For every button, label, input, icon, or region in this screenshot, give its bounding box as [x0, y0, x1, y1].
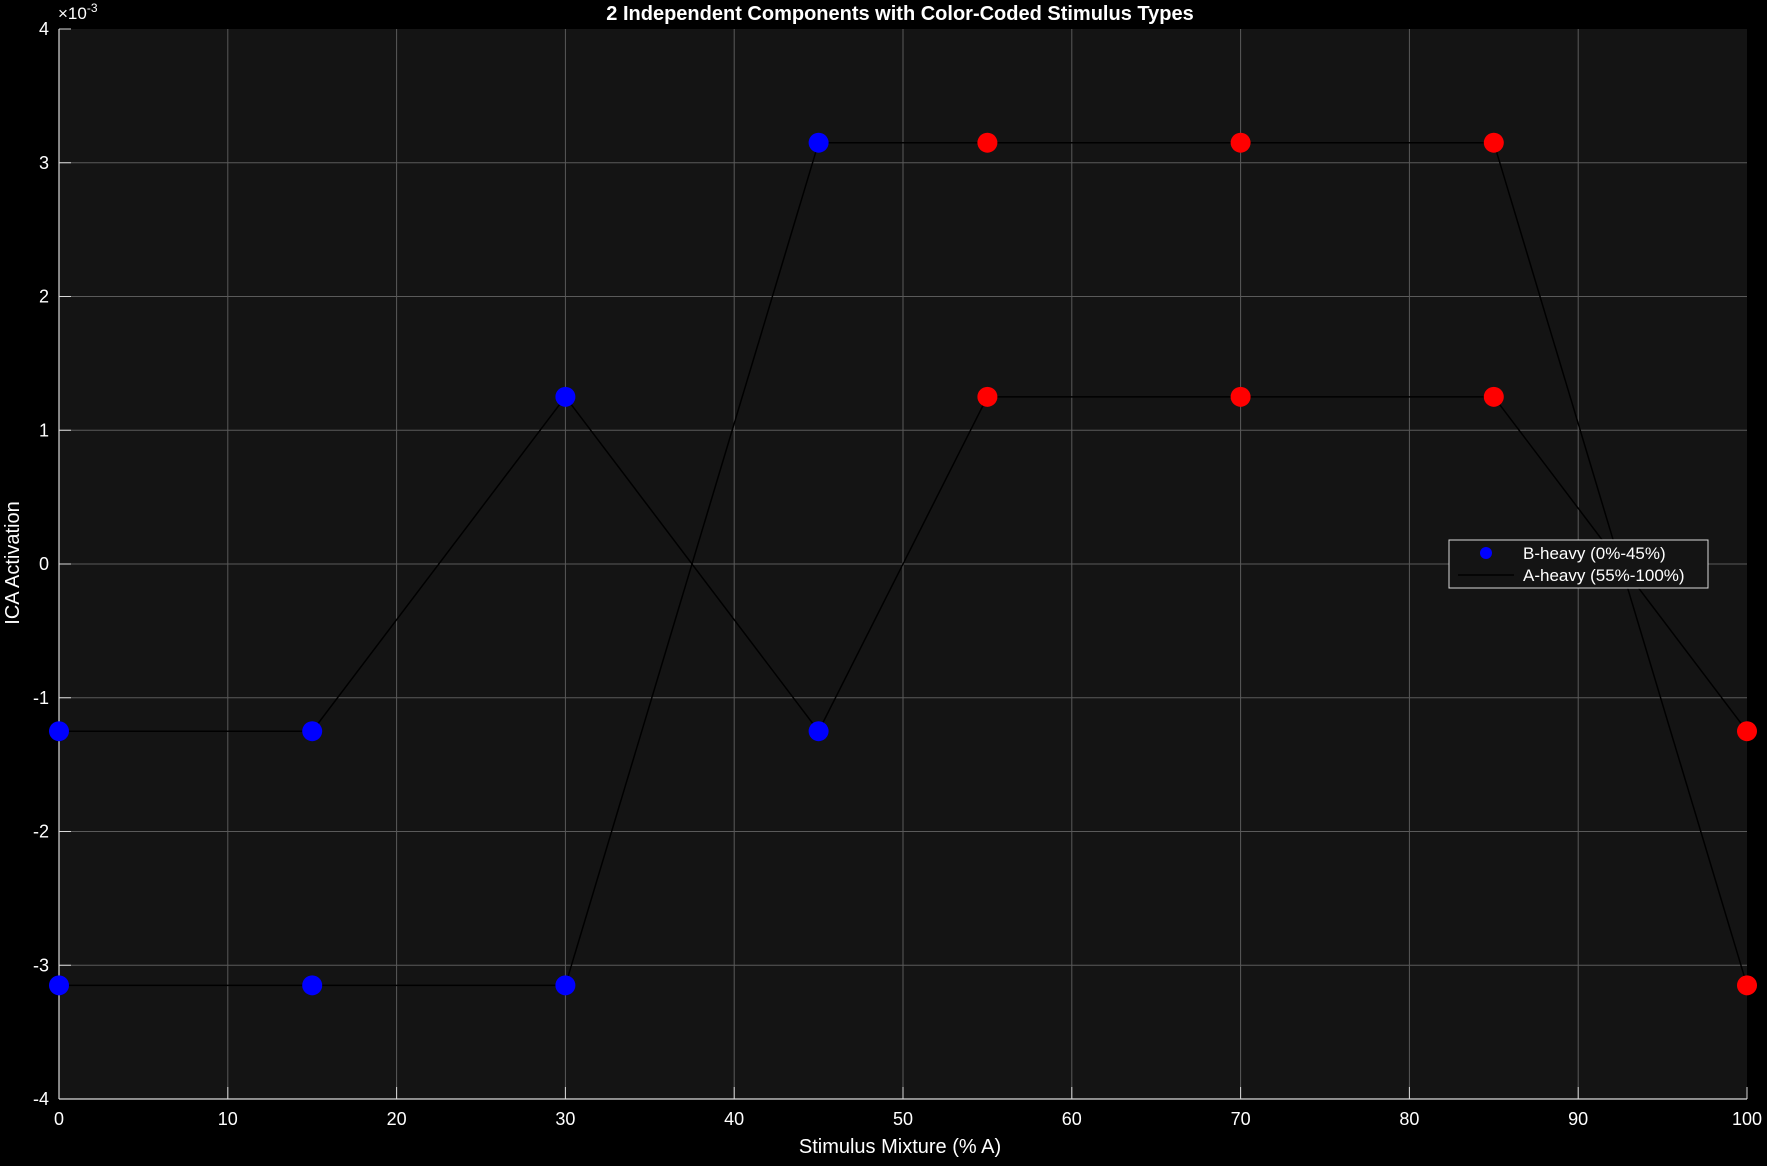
- data-point-a-heavy: [1230, 132, 1251, 153]
- data-point-b-heavy: [555, 386, 576, 407]
- legend-marker-b-heavy: [1480, 547, 1492, 559]
- grid-layer: [59, 29, 1747, 1099]
- y-tick-label: 4: [39, 19, 49, 39]
- legend-label-b-heavy: B-heavy (0%-45%): [1523, 544, 1666, 563]
- y-tick-label: -2: [33, 822, 49, 842]
- y-axis-exponent-power: -3: [87, 1, 98, 15]
- series-line-2: [59, 141, 1748, 987]
- x-tick-label: 90: [1568, 1109, 1588, 1129]
- data-point-b-heavy: [302, 721, 323, 742]
- data-point-a-heavy: [977, 386, 998, 407]
- data-point-b-heavy: [49, 975, 69, 996]
- data-point-a-heavy: [1483, 132, 1504, 153]
- x-tick-label: 10: [218, 1109, 238, 1129]
- legend-label-a-heavy: A-heavy (55%-100%): [1523, 566, 1685, 585]
- y-axis-exponent: ×10-3: [58, 1, 98, 23]
- data-point-a-heavy: [1737, 975, 1757, 996]
- x-tick-label: 40: [724, 1109, 744, 1129]
- x-axis-label: Stimulus Mixture (% A): [799, 1136, 1001, 1158]
- y-tick-label: 0: [39, 554, 49, 574]
- x-tick-label: 50: [893, 1109, 913, 1129]
- y-tick-label: 1: [39, 420, 49, 440]
- axes-layer: [58, 28, 1748, 1100]
- y-tick-label: -3: [33, 955, 49, 975]
- data-point-a-heavy: [1737, 721, 1757, 742]
- series-line-1: [59, 395, 1748, 733]
- y-tick-label: 2: [39, 287, 49, 307]
- data-point-a-heavy: [1483, 386, 1504, 407]
- data-point-b-heavy: [808, 721, 829, 742]
- y-tick-label: -1: [33, 688, 49, 708]
- legend-box: [1448, 539, 1709, 589]
- data-point-b-heavy: [302, 975, 323, 996]
- series-points: [49, 132, 1757, 996]
- data-point-b-heavy: [49, 721, 69, 742]
- y-tick-label: -4: [33, 1089, 49, 1109]
- data-point-a-heavy: [977, 132, 998, 153]
- x-tick-label: 100: [1732, 1109, 1762, 1129]
- series-lines: [59, 141, 1748, 987]
- y-axis-exponent-base: ×10: [58, 4, 87, 23]
- data-point-b-heavy: [808, 132, 829, 153]
- x-tick-label: 20: [387, 1109, 407, 1129]
- tick-labels: 0 10 20 30 40 50 60 70 80 90 100 -4 -3 -2 -1 0 1 2 3 4: [33, 19, 1762, 1129]
- x-tick-label: 30: [555, 1109, 575, 1129]
- data-point-a-heavy: [1230, 386, 1251, 407]
- data-point-b-heavy: [555, 975, 576, 996]
- x-tick-label: 80: [1399, 1109, 1419, 1129]
- chart-title: 2 Independent Components with Color-Code…: [606, 3, 1193, 25]
- x-tick-label: 0: [54, 1109, 64, 1129]
- y-tick-label: 3: [39, 153, 49, 173]
- x-tick-label: 70: [1231, 1109, 1251, 1129]
- x-tick-label: 60: [1062, 1109, 1082, 1129]
- y-axis-label: ICA Activation: [2, 501, 24, 624]
- legend[interactable]: B-heavy (0%-45%) A-heavy (55%-100%): [1448, 539, 1709, 589]
